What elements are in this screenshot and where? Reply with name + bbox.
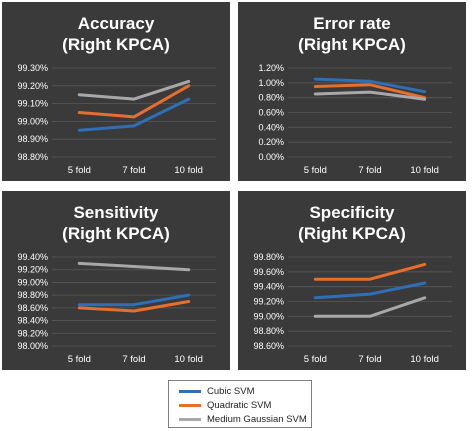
y-tick-label: 1.20% xyxy=(258,63,284,73)
chart-title: Error rate xyxy=(313,14,390,33)
y-tick-label: 0.00% xyxy=(258,152,284,162)
series-line-1 xyxy=(313,83,427,100)
series-line-0 xyxy=(77,97,191,132)
chart-panel-specificity: Specificity (Right KPCA) 98.60% 98.80% 99.00… xyxy=(238,191,466,370)
chart-title: Specificity xyxy=(309,203,395,222)
chart-title: Sensitivity xyxy=(73,203,159,222)
chart-title: Accuracy xyxy=(78,14,155,33)
y-tick-label: 99.20% xyxy=(253,297,284,307)
y-tick-label: 1.00% xyxy=(258,78,284,88)
x-tick-label: 7 fold xyxy=(358,354,381,365)
y-tick-label: 0.20% xyxy=(258,137,284,147)
legend-label: Medium Gaussian SVM xyxy=(207,413,307,425)
y-tick-label: 0.80% xyxy=(258,93,284,103)
y-tick-label: 98.60% xyxy=(253,341,284,351)
y-tick-label: 99.40% xyxy=(253,282,284,292)
x-tick-label: 5 fold xyxy=(68,165,91,176)
series-line-0 xyxy=(77,293,191,307)
y-tick-label: 0.40% xyxy=(258,122,284,132)
y-tick-label: 99.80% xyxy=(253,252,284,262)
x-tick-label: 7 fold xyxy=(358,165,381,176)
y-tick-label: 98.90% xyxy=(17,134,48,144)
series-line-2 xyxy=(313,90,427,101)
chart-subtitle: (Right KPCA) xyxy=(298,35,406,54)
series-line-2 xyxy=(77,79,191,101)
x-tick-label: 10 fold xyxy=(410,165,439,176)
legend-swatch xyxy=(179,403,201,407)
series-line-1 xyxy=(77,300,191,313)
chart-panel-sensitivity: Sensitivity (Right KPCA) 98.00% 98.20% 98.40… xyxy=(2,191,230,370)
chart-svg: Specificity (Right KPCA) 98.60% 98.80% 99.00… xyxy=(253,203,452,365)
y-tick-label: 99.00% xyxy=(17,116,48,126)
y-tick-label: 99.00% xyxy=(253,311,284,321)
legend-item-cubic-svm: Cubic SVM xyxy=(179,384,311,398)
legend-swatch xyxy=(179,417,201,421)
x-tick-label: 10 fold xyxy=(174,354,203,365)
x-tick-label: 5 fold xyxy=(304,354,327,365)
x-tick-label: 10 fold xyxy=(410,354,439,365)
x-tick-label: 5 fold xyxy=(68,354,91,365)
y-tick-label: 99.40% xyxy=(17,252,48,262)
y-tick-label: 98.80% xyxy=(17,290,48,300)
y-tick-label: 99.10% xyxy=(17,99,48,109)
chart-svg: Sensitivity (Right KPCA) 98.00% 98.20% 98.40… xyxy=(17,203,216,365)
chart-panel-accuracy: Accuracy (Right KPCA) 98.80% 98.90% 99.00% 99… xyxy=(2,2,230,181)
y-tick-label: 98.80% xyxy=(17,152,48,162)
x-tick-label: 5 fold xyxy=(304,165,327,176)
series-line-1 xyxy=(313,262,427,281)
series-line-0 xyxy=(313,281,427,300)
y-tick-label: 98.60% xyxy=(17,303,48,313)
y-tick-label: 98.80% xyxy=(253,326,284,336)
chart-subtitle: (Right KPCA) xyxy=(62,35,170,54)
legend-item-medium-gaussian-svm: Medium Gaussian SVM xyxy=(179,412,311,426)
legend-label: Quadratic SVM xyxy=(207,399,272,411)
chart-subtitle: (Right KPCA) xyxy=(62,224,170,243)
chart-svg: Error rate (Right KPCA) 0.00% 0.20% 0.40% 0.6… xyxy=(258,14,452,176)
series-line-0 xyxy=(313,77,427,94)
x-tick-label: 7 fold xyxy=(122,354,145,365)
y-tick-label: 99.20% xyxy=(17,265,48,275)
legend-item-quadratic-svm: Quadratic SVM xyxy=(179,398,311,412)
chart-svg: Accuracy (Right KPCA) 98.80% 98.90% 99.00% 99… xyxy=(17,14,216,176)
y-tick-label: 0.60% xyxy=(258,108,284,118)
series-line-2 xyxy=(77,261,191,272)
y-tick-label: 98.40% xyxy=(17,316,48,326)
y-tick-label: 98.00% xyxy=(17,341,48,351)
chart-legend: Cubic SVM Quadratic SVM Medium Gaussian … xyxy=(168,380,312,428)
y-tick-label: 99.60% xyxy=(253,267,284,277)
series-line-2 xyxy=(313,296,427,318)
x-tick-label: 10 fold xyxy=(174,165,203,176)
y-tick-label: 98.20% xyxy=(17,328,48,338)
chart-subtitle: (Right KPCA) xyxy=(298,224,406,243)
y-tick-label: 99.00% xyxy=(17,277,48,287)
legend-swatch xyxy=(179,389,201,393)
series-line-1 xyxy=(77,84,191,119)
x-tick-label: 7 fold xyxy=(122,165,145,176)
chart-panel-error-rate: Error rate (Right KPCA) 0.00% 0.20% 0.40% 0.6… xyxy=(238,2,466,181)
y-tick-label: 99.30% xyxy=(17,63,48,73)
legend-label: Cubic SVM xyxy=(207,385,255,397)
y-tick-label: 99.20% xyxy=(17,81,48,91)
